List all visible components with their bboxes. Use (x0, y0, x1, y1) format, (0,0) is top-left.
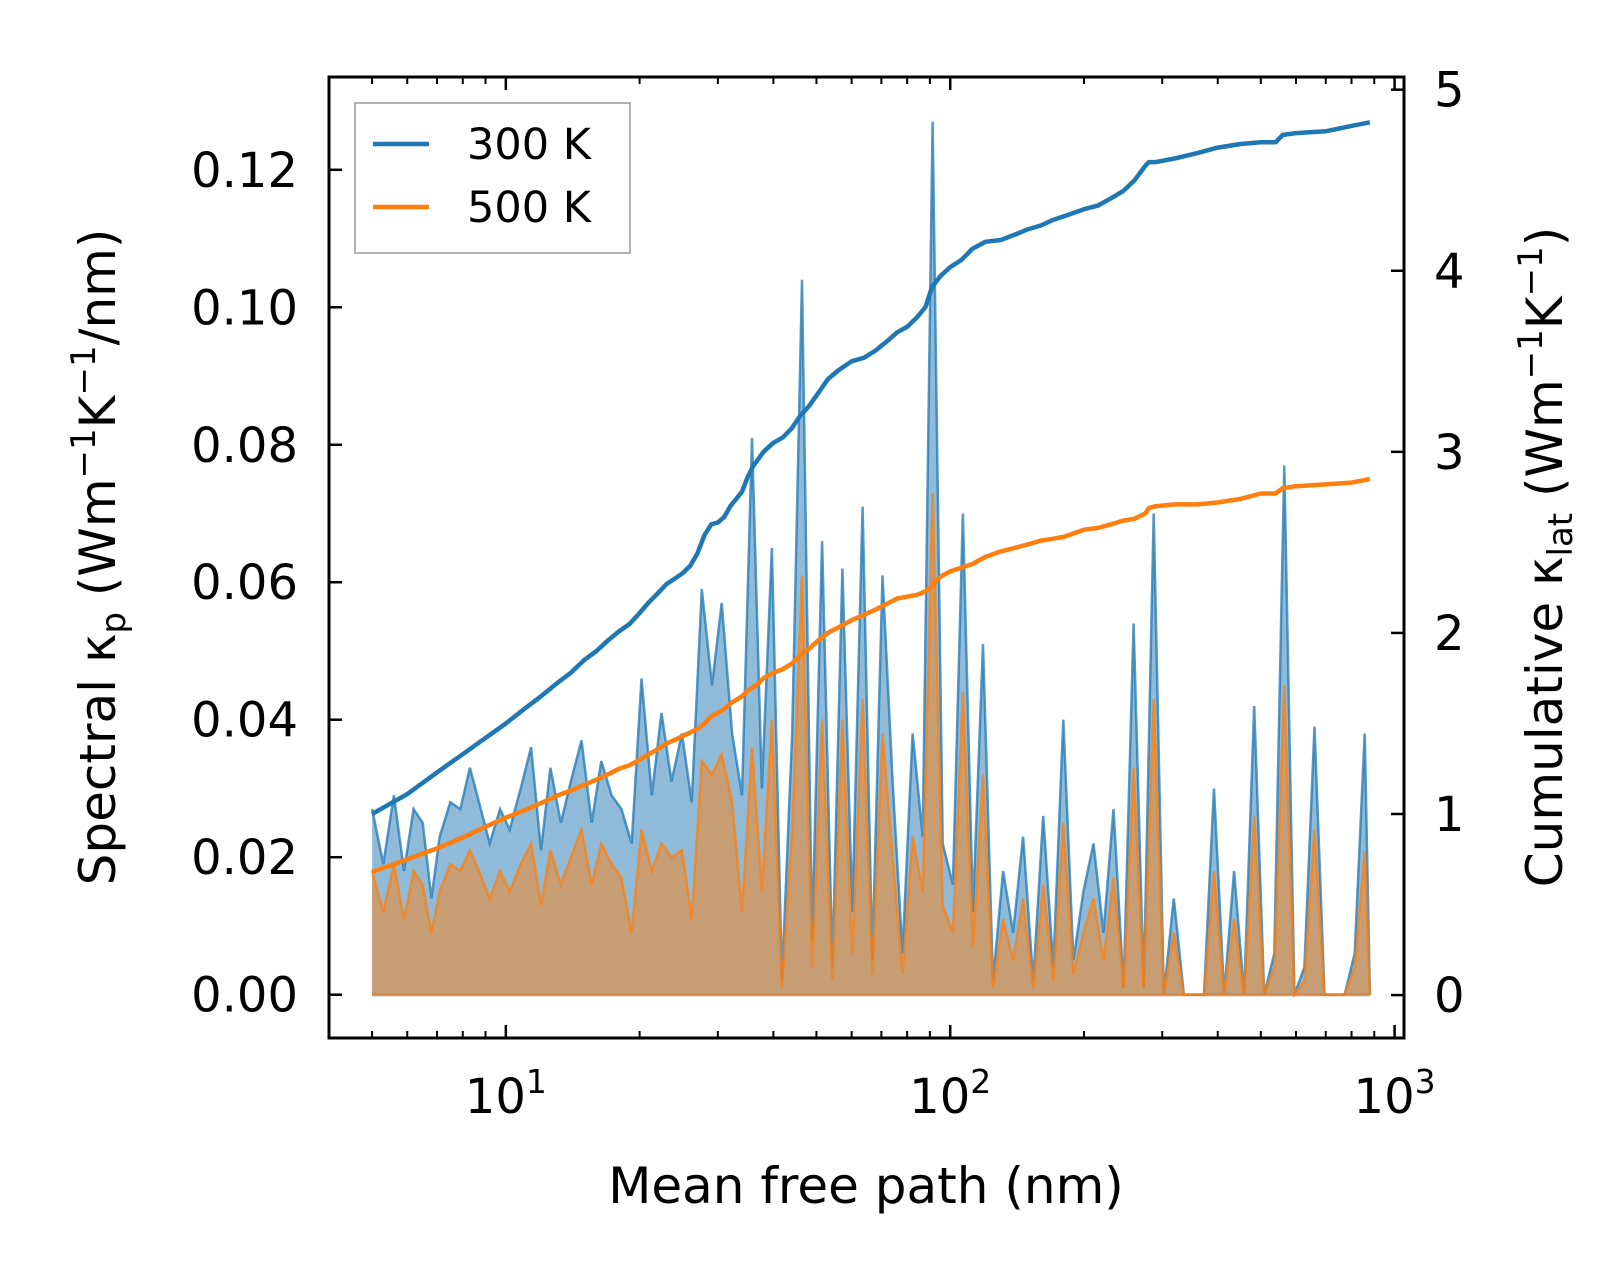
legend-label-300k: 300 K (467, 120, 593, 170)
y-right-tick-label: 3 (1434, 425, 1465, 481)
y-left-tick-label: 0.00 (191, 968, 298, 1024)
x-tick-label: 102 (909, 1062, 991, 1125)
y-right-tick-label: 4 (1434, 244, 1465, 300)
y-left-tick-label: 0.04 (191, 693, 298, 749)
cumulative-line-300k (370, 120, 1371, 816)
legend: 300 K 500 K (354, 102, 631, 254)
spectral-line-500k (370, 492, 1372, 999)
plot-frame (327, 75, 1406, 1040)
y-right-tick-label: 2 (1434, 606, 1465, 662)
legend-label-500k: 500 K (467, 183, 593, 233)
y-right-axis-title: Cumulative κlat (Wm−1K−1) (1511, 227, 1581, 887)
cumulative-line-500k (371, 476, 1371, 875)
x-axis-title: Mean free path (nm) (608, 1157, 1124, 1215)
legend-box (354, 102, 631, 254)
x-tick-label: 101 (465, 1062, 547, 1125)
y-right-tick-label: 1 (1434, 787, 1465, 843)
y-left-tick-label: 0.08 (191, 418, 298, 474)
y-left-tick-label: 0.06 (191, 555, 298, 611)
y-left-axis-title: Spectral κp (Wm−1K−1/nm) (64, 229, 134, 886)
x-tick-label: 103 (1354, 1062, 1436, 1125)
series-lines (370, 120, 1371, 875)
y-left-tick-label: 0.02 (191, 830, 298, 886)
tick-labels: 101 102 103 0.00 0.02 0.04 0.06 0.08 0.10 0.12 0 1 2… (191, 63, 1464, 1125)
spectral-area-500k (372, 492, 1370, 995)
y-left-tick-label: 0.10 (191, 280, 298, 336)
y-right-tick-label: 5 (1434, 63, 1465, 119)
y-right-tick-label: 0 (1434, 968, 1465, 1024)
spectral-fills (370, 121, 1372, 999)
y-left-tick-label: 0.12 (191, 143, 298, 199)
